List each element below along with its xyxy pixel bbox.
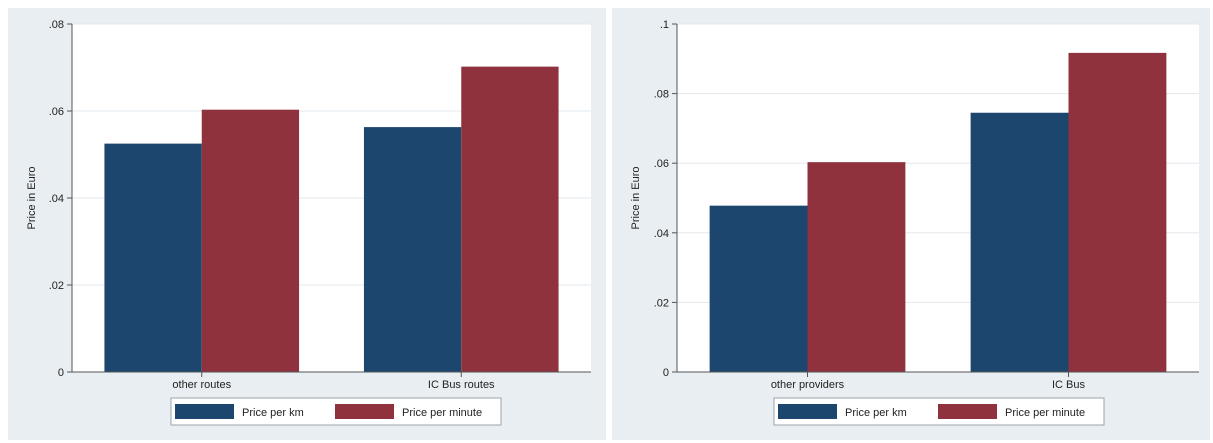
bar-price-per-minute (461, 66, 559, 372)
chart-panel-2: 0 .02 .04 .06 .08 .1 other providers IC Bus Pric… (612, 8, 1210, 440)
legend: Price per km Price per minute (170, 397, 502, 426)
bar-price-per-km (970, 112, 1069, 373)
legend-label: Price per km (242, 407, 304, 419)
legend-swatch (938, 404, 997, 419)
bar-price-per-minute (1068, 52, 1167, 372)
bar-price-per-km (104, 143, 202, 372)
y-tick-label: .08 (654, 89, 669, 101)
y-axis-title: Price in Euro (26, 167, 38, 230)
legend-label: Price per minute (402, 407, 482, 419)
legend: Price per km Price per minute (773, 397, 1105, 426)
x-tick-label: IC Bus routes (428, 379, 495, 391)
y-tick-label: .02 (49, 280, 64, 292)
y-tick-label: .06 (49, 106, 64, 118)
x-tick-label: IC Bus (1052, 379, 1086, 391)
x-tick-label: other routes (172, 379, 231, 391)
legend-label: Price per km (845, 407, 907, 419)
y-tick-label: .04 (49, 193, 64, 205)
legend-swatch (175, 404, 234, 419)
y-axis-title: Price in Euro (630, 167, 642, 230)
x-tick-label: other providers (771, 379, 845, 391)
y-tick-label: .08 (49, 19, 64, 31)
legend-swatch (778, 404, 837, 419)
y-tick-label: 0 (58, 367, 64, 379)
bar-price-per-minute (807, 162, 906, 372)
chart-panel-1: 0 .02 .04 .06 .08 other routes IC Bus routes Pr… (8, 8, 606, 440)
bar-price-per-minute (201, 109, 300, 372)
y-tick-label: .1 (660, 19, 669, 31)
y-tick-label: 0 (663, 367, 669, 379)
legend-swatch (335, 404, 394, 419)
y-tick-label: .02 (654, 297, 669, 309)
y-tick-label: .06 (654, 158, 669, 170)
y-tick-label: .04 (654, 228, 669, 240)
bar-price-per-km (709, 205, 808, 372)
legend-label: Price per minute (1005, 407, 1085, 419)
bar-price-per-km (363, 127, 462, 372)
